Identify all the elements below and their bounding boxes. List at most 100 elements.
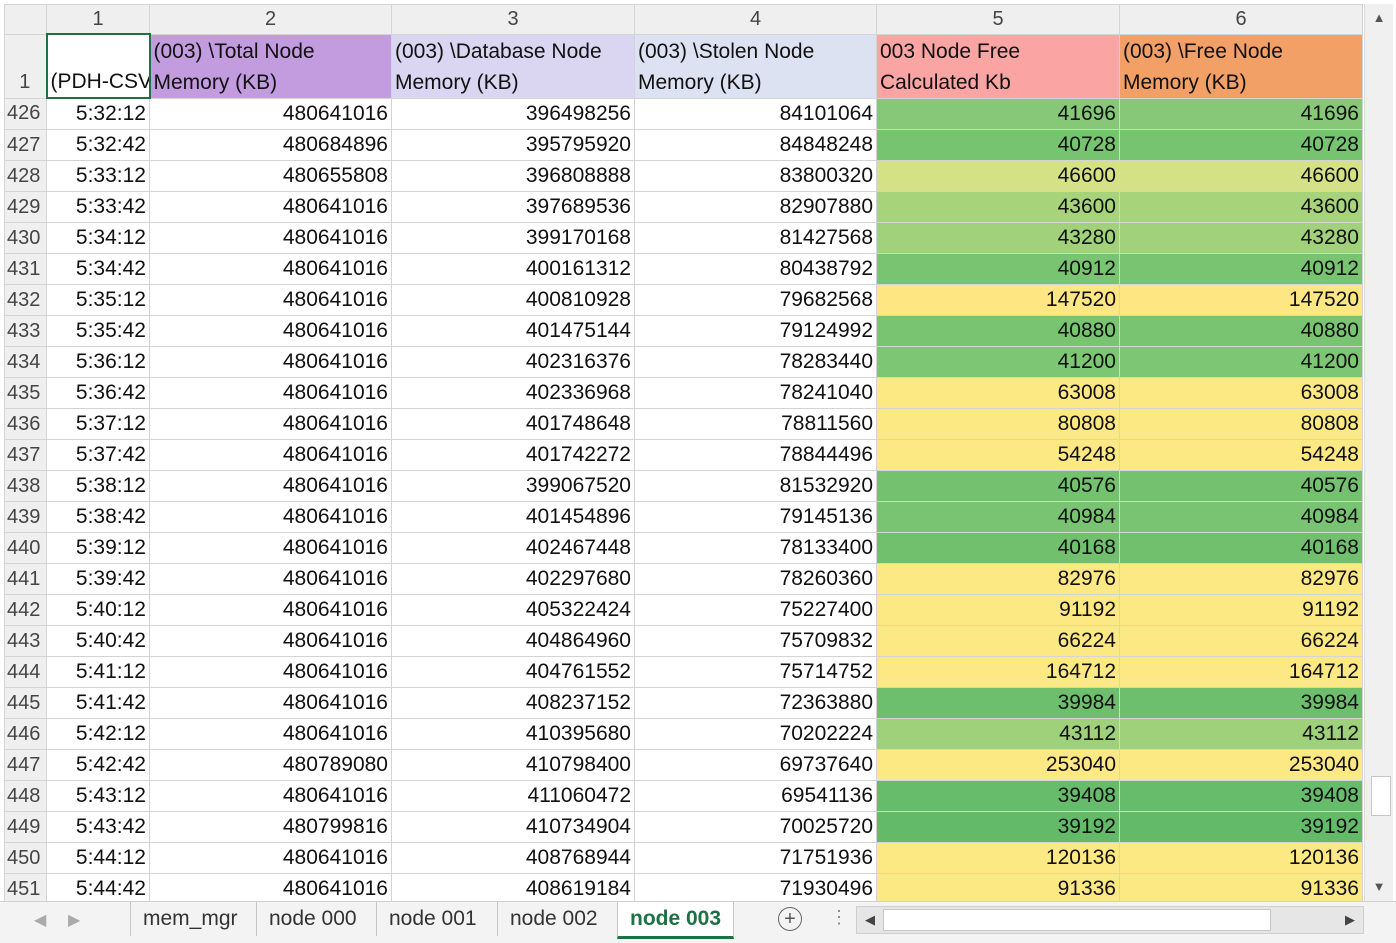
- cell-free-node-memory[interactable]: 63008: [1119, 377, 1363, 409]
- cell-stolen-node-memory[interactable]: 79145136: [634, 501, 877, 533]
- cell-total-node-memory[interactable]: 480641016: [149, 501, 392, 533]
- cell-free-calculated[interactable]: 164712: [876, 656, 1120, 688]
- cell-total-node-memory[interactable]: 480641016: [149, 470, 392, 502]
- cell-total-node-memory[interactable]: 480641016: [149, 377, 392, 409]
- cell-total-node-memory[interactable]: 480641016: [149, 315, 392, 347]
- row-header[interactable]: 431: [4, 253, 47, 285]
- row-header[interactable]: 447: [4, 749, 47, 781]
- cell-stolen-node-memory[interactable]: 70025720: [634, 811, 877, 843]
- cell-total-node-memory[interactable]: 480641016: [149, 532, 392, 564]
- cell-time[interactable]: 5:40:12: [46, 594, 150, 626]
- cell-free-calculated[interactable]: 54248: [876, 439, 1120, 471]
- row-header[interactable]: 433: [4, 315, 47, 347]
- triangle-down-icon[interactable]: ▼: [1372, 879, 1386, 894]
- cell-stolen-node-memory[interactable]: 84848248: [634, 129, 877, 161]
- horizontal-scrollbar[interactable]: ◀ ▶: [856, 906, 1364, 934]
- cell-database-node-memory[interactable]: 399170168: [391, 222, 635, 254]
- cell-stolen-node-memory[interactable]: 78844496: [634, 439, 877, 471]
- cell-free-calculated[interactable]: 40168: [876, 532, 1120, 564]
- cell-free-node-memory[interactable]: 41696: [1119, 97, 1363, 130]
- triangle-left-icon[interactable]: ◀: [865, 912, 875, 927]
- cell-free-calculated[interactable]: 46600: [876, 160, 1120, 192]
- cell-time[interactable]: 5:43:12: [46, 780, 150, 812]
- column-header[interactable]: 1: [46, 4, 150, 35]
- cell-free-calculated[interactable]: 91192: [876, 594, 1120, 626]
- header-cell-time[interactable]: (PDH-CSV: [45, 33, 151, 99]
- header-cell-calculated[interactable]: 003 Node Free Calculated Kb: [876, 33, 1120, 99]
- cell-free-calculated[interactable]: 39984: [876, 687, 1120, 719]
- cell-total-node-memory[interactable]: 480641016: [149, 563, 392, 595]
- cell-total-node-memory[interactable]: 480641016: [149, 625, 392, 657]
- cell-free-node-memory[interactable]: 66224: [1119, 625, 1363, 657]
- cell-free-node-memory[interactable]: 91336: [1119, 873, 1363, 905]
- cell-free-node-memory[interactable]: 40912: [1119, 253, 1363, 285]
- cell-free-node-memory[interactable]: 39192: [1119, 811, 1363, 843]
- cell-free-node-memory[interactable]: 82976: [1119, 563, 1363, 595]
- cell-database-node-memory[interactable]: 400810928: [391, 284, 635, 316]
- cell-database-node-memory[interactable]: 400161312: [391, 253, 635, 285]
- cell-free-calculated[interactable]: 39408: [876, 780, 1120, 812]
- cell-time[interactable]: 5:33:42: [46, 191, 150, 223]
- cell-stolen-node-memory[interactable]: 81427568: [634, 222, 877, 254]
- cell-time[interactable]: 5:43:42: [46, 811, 150, 843]
- cell-free-node-memory[interactable]: 253040: [1119, 749, 1363, 781]
- cell-total-node-memory[interactable]: 480641016: [149, 842, 392, 874]
- cell-database-node-memory[interactable]: 401475144: [391, 315, 635, 347]
- cell-time[interactable]: 5:39:12: [46, 532, 150, 564]
- cell-total-node-memory[interactable]: 480641016: [149, 408, 392, 440]
- cell-free-calculated[interactable]: 80808: [876, 408, 1120, 440]
- row-header[interactable]: 451: [4, 873, 47, 905]
- row-header[interactable]: 430: [4, 222, 47, 254]
- row-header[interactable]: 427: [4, 129, 47, 161]
- cell-time[interactable]: 5:38:42: [46, 501, 150, 533]
- cell-time[interactable]: 5:44:12: [46, 842, 150, 874]
- row-header[interactable]: 440: [4, 532, 47, 564]
- cell-free-node-memory[interactable]: 43280: [1119, 222, 1363, 254]
- cell-free-node-memory[interactable]: 40880: [1119, 315, 1363, 347]
- cell-free-node-memory[interactable]: 91192: [1119, 594, 1363, 626]
- cell-time[interactable]: 5:40:42: [46, 625, 150, 657]
- cell-free-node-memory[interactable]: 147520: [1119, 284, 1363, 316]
- row-header[interactable]: 439: [4, 501, 47, 533]
- cell-total-node-memory[interactable]: 480641016: [149, 718, 392, 750]
- cell-database-node-memory[interactable]: 397689536: [391, 191, 635, 223]
- cell-time[interactable]: 5:32:42: [46, 129, 150, 161]
- cell-time[interactable]: 5:34:42: [46, 253, 150, 285]
- cell-total-node-memory[interactable]: 480641016: [149, 191, 392, 223]
- cell-database-node-memory[interactable]: 402297680: [391, 563, 635, 595]
- cell-free-node-memory[interactable]: 80808: [1119, 408, 1363, 440]
- cell-database-node-memory[interactable]: 408619184: [391, 873, 635, 905]
- cell-stolen-node-memory[interactable]: 79124992: [634, 315, 877, 347]
- cell-total-node-memory[interactable]: 480641016: [149, 687, 392, 719]
- header-cell-stolen[interactable]: (003) \Stolen Node Memory (KB): [634, 33, 877, 99]
- cell-stolen-node-memory[interactable]: 71751936: [634, 842, 877, 874]
- row-header[interactable]: 446: [4, 718, 47, 750]
- sheet-tab-node-001[interactable]: node 001: [376, 902, 489, 936]
- cell-total-node-memory[interactable]: 480641016: [149, 873, 392, 905]
- cell-stolen-node-memory[interactable]: 71930496: [634, 873, 877, 905]
- cell-database-node-memory[interactable]: 402467448: [391, 532, 635, 564]
- select-all-corner[interactable]: [4, 4, 47, 35]
- cell-free-node-memory[interactable]: 40984: [1119, 501, 1363, 533]
- cell-stolen-node-memory[interactable]: 75709832: [634, 625, 877, 657]
- cell-free-calculated[interactable]: 43112: [876, 718, 1120, 750]
- cell-database-node-memory[interactable]: 410798400: [391, 749, 635, 781]
- triangle-left-icon[interactable]: ◀: [34, 912, 47, 929]
- cell-free-calculated[interactable]: 40912: [876, 253, 1120, 285]
- cell-free-node-memory[interactable]: 120136: [1119, 842, 1363, 874]
- cell-time[interactable]: 5:37:12: [46, 408, 150, 440]
- triangle-right-icon[interactable]: ▶: [68, 912, 81, 929]
- cell-free-node-memory[interactable]: 164712: [1119, 656, 1363, 688]
- row-header[interactable]: 429: [4, 191, 47, 223]
- cell-stolen-node-memory[interactable]: 75227400: [634, 594, 877, 626]
- cell-stolen-node-memory[interactable]: 69737640: [634, 749, 877, 781]
- cell-total-node-memory[interactable]: 480655808: [149, 160, 392, 192]
- cell-database-node-memory[interactable]: 401748648: [391, 408, 635, 440]
- row-header[interactable]: 1: [4, 33, 47, 99]
- vertical-scroll-thumb[interactable]: [1371, 776, 1391, 816]
- cell-free-node-memory[interactable]: 46600: [1119, 160, 1363, 192]
- cell-free-calculated[interactable]: 40880: [876, 315, 1120, 347]
- row-header[interactable]: 445: [4, 687, 47, 719]
- cell-free-calculated[interactable]: 91336: [876, 873, 1120, 905]
- cell-stolen-node-memory[interactable]: 78241040: [634, 377, 877, 409]
